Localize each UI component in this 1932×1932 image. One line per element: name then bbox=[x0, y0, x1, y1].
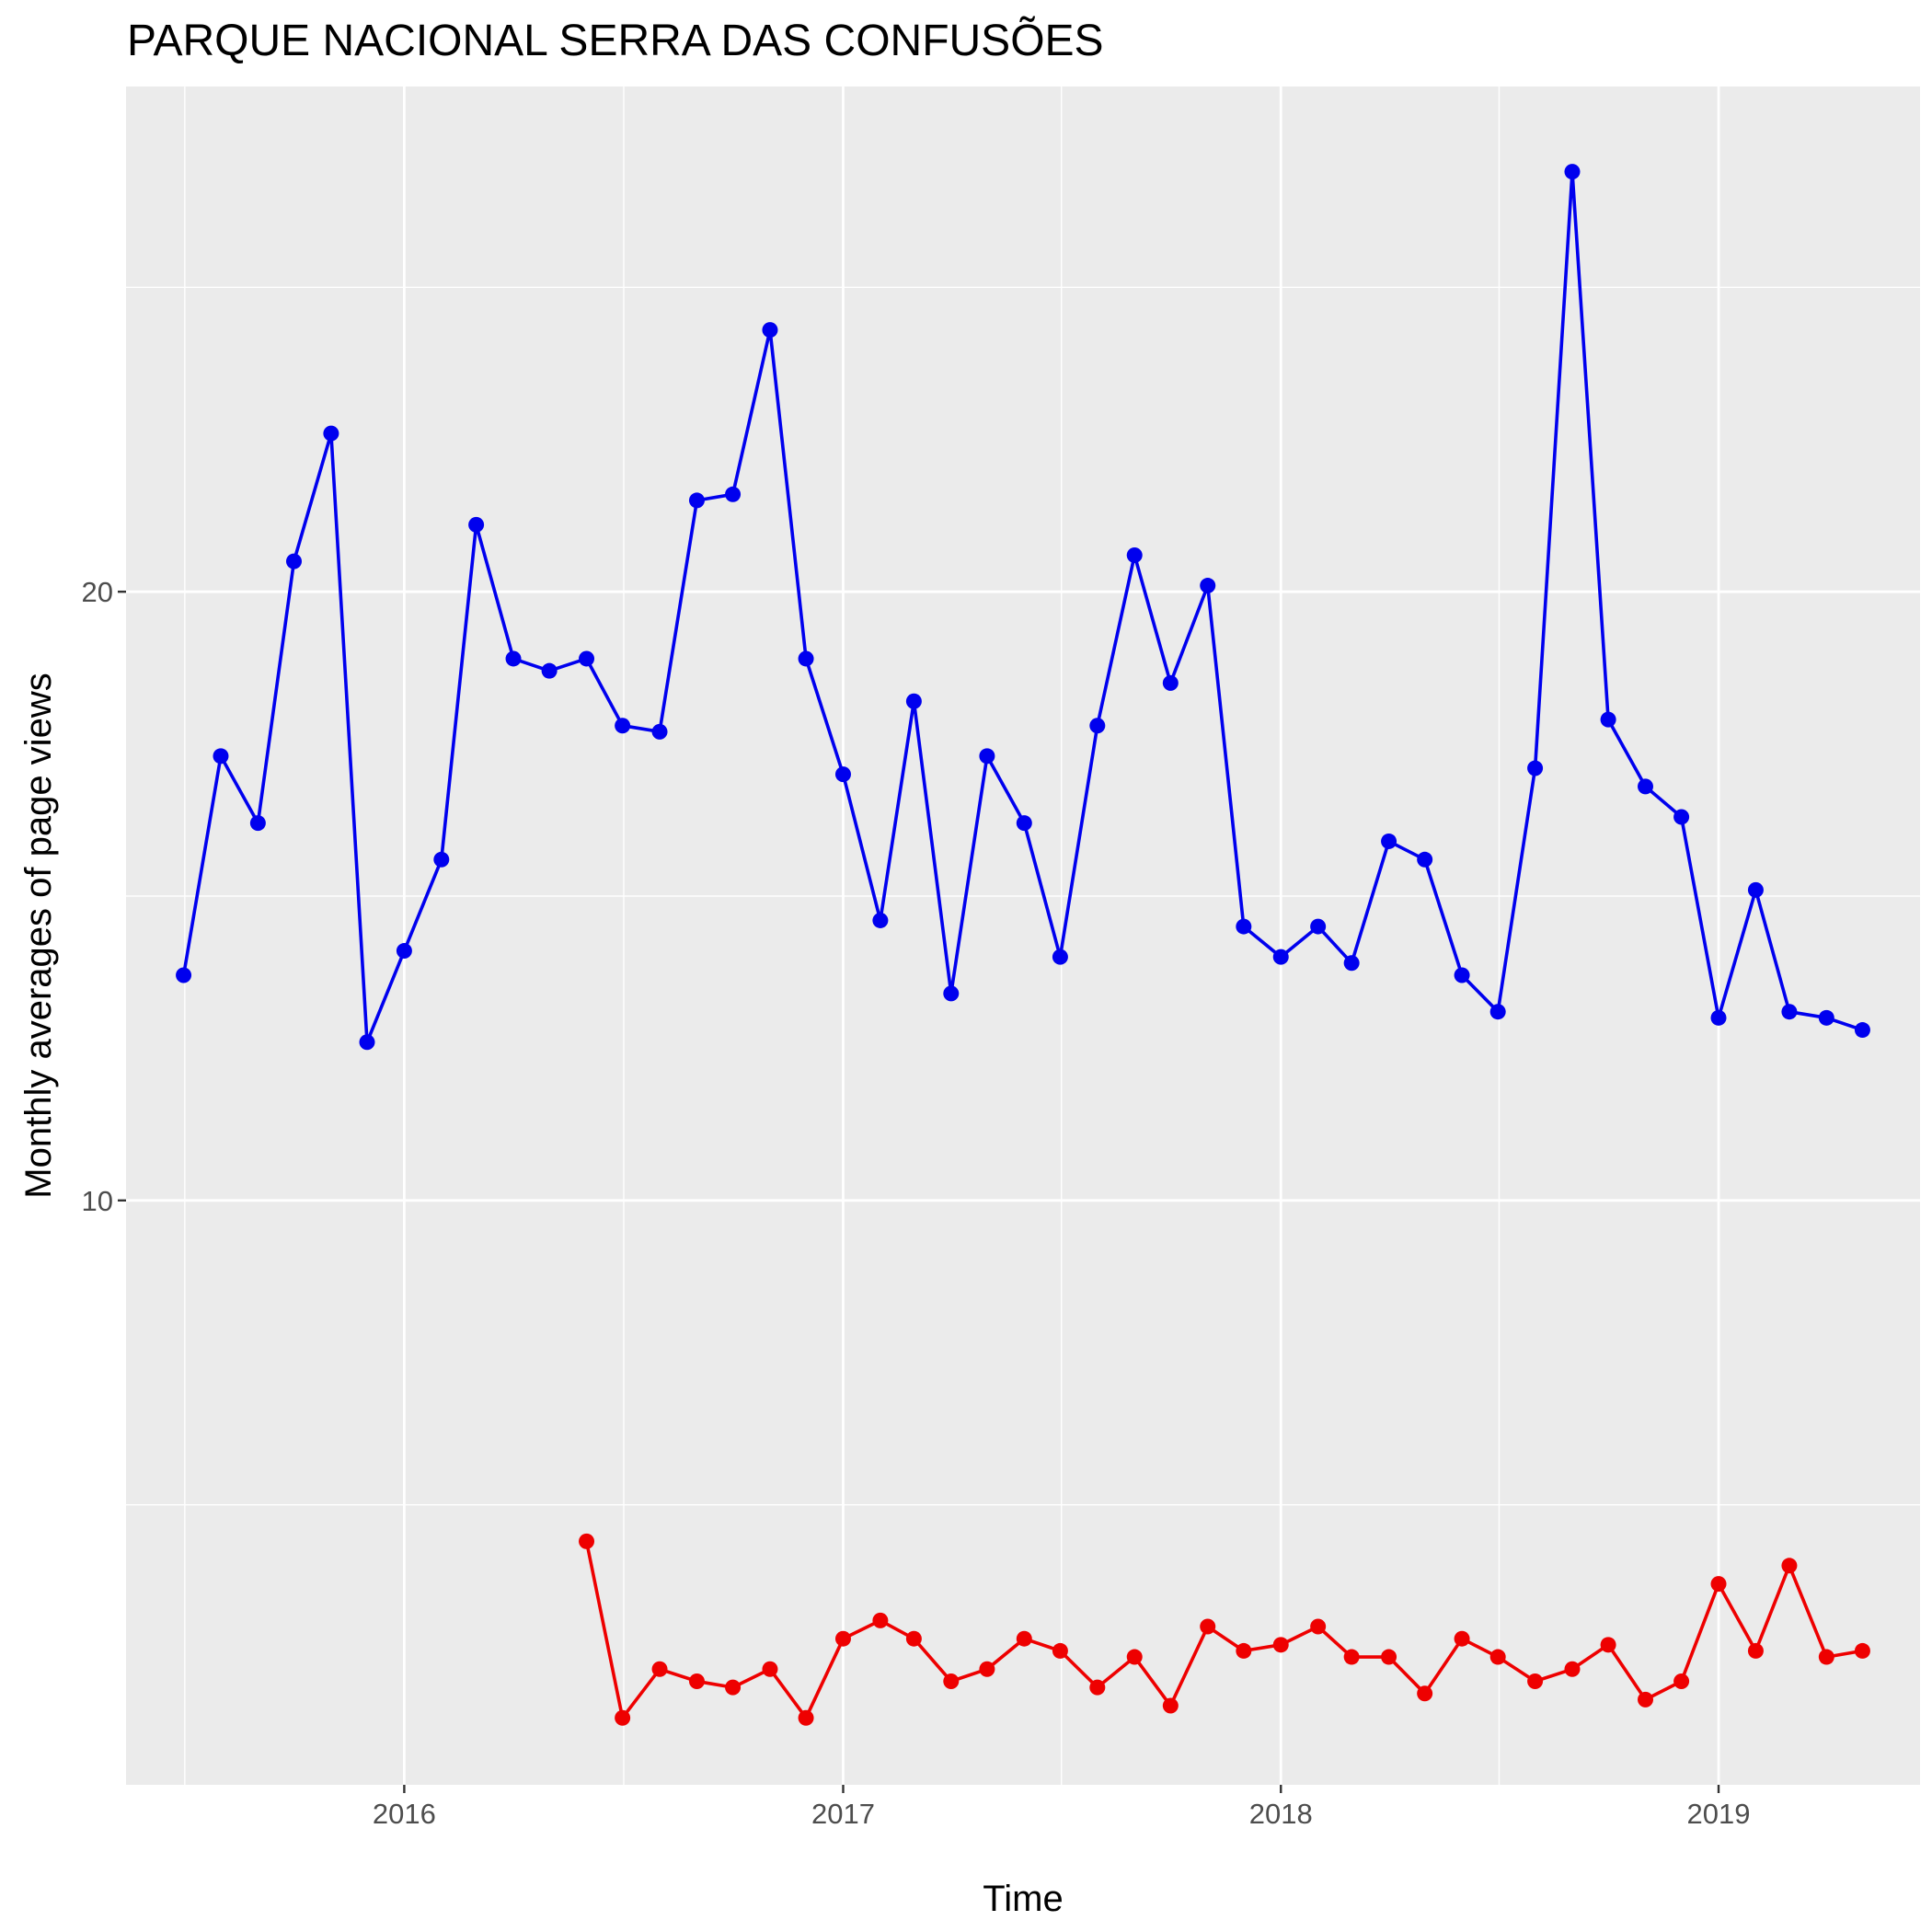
series-1-point bbox=[323, 425, 339, 442]
major-gridlines bbox=[126, 86, 1920, 1785]
series-1-point bbox=[1781, 1004, 1798, 1020]
series-2-point bbox=[1381, 1649, 1397, 1665]
series-1-point bbox=[359, 1034, 375, 1051]
series-2-point bbox=[725, 1679, 742, 1696]
series-2-point bbox=[1162, 1697, 1179, 1714]
series-1-point bbox=[979, 748, 995, 765]
y-axis-title: Monthly averages of page views bbox=[18, 673, 59, 1198]
y-tick-label: 10 bbox=[82, 1185, 113, 1217]
y-tick-label: 20 bbox=[82, 576, 113, 608]
series-1-point bbox=[1089, 718, 1106, 734]
series-2-point bbox=[834, 1630, 851, 1647]
series-1-point bbox=[1381, 833, 1397, 849]
series-1-point bbox=[1126, 546, 1143, 563]
series-1-point bbox=[1052, 949, 1068, 965]
series-2-point bbox=[1016, 1630, 1032, 1647]
series-1-point bbox=[943, 985, 960, 1002]
series-2-point bbox=[1638, 1691, 1654, 1708]
series-2-point bbox=[1052, 1642, 1068, 1659]
series-1-point bbox=[1236, 918, 1252, 935]
series-2-point bbox=[979, 1661, 995, 1677]
series-1-point bbox=[249, 815, 266, 832]
series-1-point bbox=[688, 492, 705, 509]
series-2-point bbox=[1527, 1673, 1544, 1690]
plot-panel bbox=[126, 86, 1920, 1785]
series-2-point bbox=[1564, 1661, 1581, 1677]
series-1-point bbox=[1673, 809, 1690, 825]
series-1-point bbox=[615, 718, 631, 734]
series-2-point bbox=[615, 1709, 631, 1726]
series-1-point bbox=[1818, 1009, 1834, 1026]
series-1-point bbox=[798, 650, 814, 667]
series-2-point bbox=[1126, 1649, 1143, 1665]
series-2-point bbox=[872, 1612, 889, 1628]
series-1-point bbox=[1310, 918, 1327, 935]
series-2-point bbox=[1710, 1576, 1727, 1593]
series-1-point bbox=[1016, 815, 1032, 832]
series-1-point bbox=[1747, 881, 1764, 898]
series-2-point bbox=[1818, 1649, 1834, 1665]
series-1-point bbox=[905, 693, 922, 709]
series-1-point bbox=[1343, 955, 1360, 972]
series-1-point bbox=[1162, 674, 1179, 691]
series-1-point bbox=[725, 486, 742, 502]
series-1-point bbox=[872, 912, 889, 928]
x-tick-label: 2016 bbox=[373, 1798, 436, 1830]
x-axis-title: Time bbox=[983, 1879, 1063, 1919]
series-layer bbox=[176, 164, 1870, 1726]
series-2-point bbox=[1454, 1630, 1470, 1647]
series-2-point bbox=[1272, 1637, 1289, 1653]
series-1-point bbox=[1417, 851, 1433, 868]
series-1-point bbox=[1710, 1009, 1727, 1026]
series-2-point bbox=[1089, 1679, 1106, 1696]
series-2-point bbox=[762, 1661, 778, 1677]
series-2-point bbox=[1673, 1673, 1690, 1690]
series-2-point bbox=[651, 1661, 668, 1677]
series-1-point bbox=[1527, 760, 1544, 776]
series-1-point bbox=[505, 650, 522, 667]
series-1-point bbox=[433, 851, 450, 868]
series-1-point bbox=[541, 662, 558, 679]
x-tick-label: 2019 bbox=[1687, 1798, 1751, 1830]
series-2-point bbox=[1310, 1618, 1327, 1635]
axis-layer: 10 20 2016 2017 2018 2019 bbox=[82, 576, 1751, 1830]
series-1-point bbox=[213, 748, 229, 765]
series-2-point bbox=[688, 1673, 705, 1690]
series-1-point bbox=[834, 766, 851, 783]
series-1-point bbox=[468, 516, 485, 533]
series-1-point bbox=[1854, 1022, 1870, 1039]
series-2-point bbox=[1854, 1642, 1870, 1659]
series-2-point bbox=[798, 1709, 814, 1726]
series-2-point bbox=[1417, 1685, 1433, 1702]
series-2-point bbox=[1236, 1642, 1252, 1659]
series-1-point bbox=[396, 943, 412, 960]
series-1-point bbox=[1272, 949, 1289, 965]
chart-title: PARQUE NACIONAL SERRA DAS CONFUSÕES bbox=[127, 16, 1104, 65]
series-2-point bbox=[1781, 1558, 1798, 1574]
series-2-point bbox=[1200, 1618, 1216, 1635]
series-1-point bbox=[176, 967, 192, 983]
series-1-point bbox=[579, 650, 595, 667]
series-1-point bbox=[651, 723, 668, 740]
series-1-point bbox=[762, 322, 778, 339]
series-1-point bbox=[1638, 778, 1654, 795]
series-2-point bbox=[1489, 1649, 1506, 1665]
series-2-point bbox=[1343, 1649, 1360, 1665]
x-tick-label: 2018 bbox=[1249, 1798, 1313, 1830]
series-2-point bbox=[1747, 1642, 1764, 1659]
series-2-point bbox=[1600, 1637, 1616, 1653]
series-2-point bbox=[943, 1673, 960, 1690]
series-1-point bbox=[1200, 578, 1216, 594]
series-1-point bbox=[285, 553, 302, 569]
series-1-point bbox=[1600, 711, 1616, 728]
series-2-point bbox=[579, 1533, 595, 1549]
series-1-point bbox=[1489, 1004, 1506, 1020]
x-tick-label: 2017 bbox=[811, 1798, 875, 1830]
series-1-point bbox=[1564, 164, 1581, 180]
series-1-point bbox=[1454, 967, 1470, 983]
series-2-point bbox=[905, 1630, 922, 1647]
